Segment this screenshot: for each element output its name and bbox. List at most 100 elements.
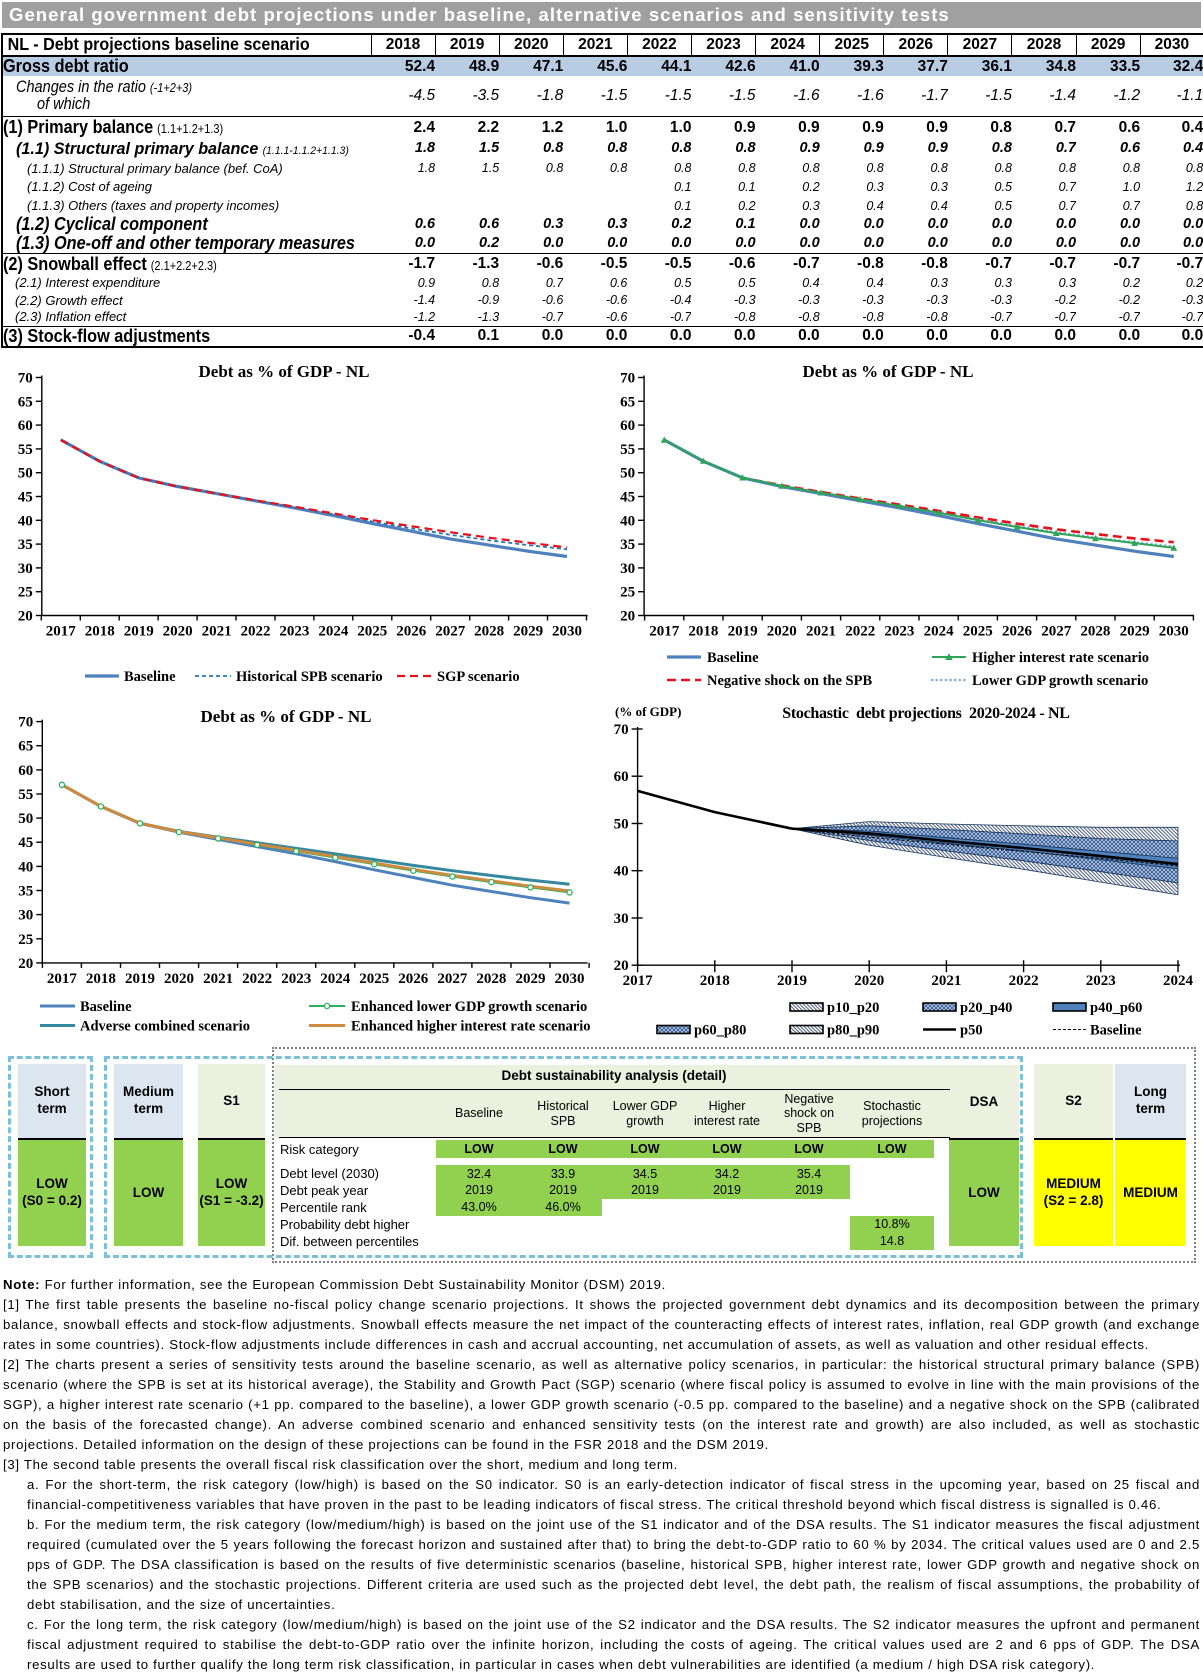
svg-text:2017: 2017 xyxy=(649,624,680,640)
svg-text:45: 45 xyxy=(18,490,33,506)
svg-text:2021: 2021 xyxy=(931,973,961,989)
svg-text:Higher interest rate scenario: Higher interest rate scenario xyxy=(972,650,1149,666)
svg-text:Baseline: Baseline xyxy=(124,669,176,685)
svg-text:2020: 2020 xyxy=(164,971,194,987)
svg-text:60: 60 xyxy=(18,418,33,434)
svg-text:p40_p60: p40_p60 xyxy=(1090,1000,1142,1016)
svg-text:p50: p50 xyxy=(960,1023,983,1039)
svg-text:2018: 2018 xyxy=(85,624,115,640)
svg-text:2019: 2019 xyxy=(124,624,154,640)
svg-text:2019: 2019 xyxy=(728,624,758,640)
svg-text:2026: 2026 xyxy=(396,624,427,640)
svg-text:30: 30 xyxy=(620,561,635,577)
svg-text:Negative shock on the SPB: Negative shock on the SPB xyxy=(707,673,872,689)
svg-text:25: 25 xyxy=(18,585,33,601)
svg-text:p10_p20: p10_p20 xyxy=(827,1000,879,1016)
svg-text:Enhanced higher interest rate: Enhanced higher interest rate scenario xyxy=(351,1019,591,1035)
svg-text:2028: 2028 xyxy=(1080,624,1110,640)
svg-text:50: 50 xyxy=(620,466,635,482)
svg-text:Baseline: Baseline xyxy=(1090,1023,1142,1039)
svg-text:2018: 2018 xyxy=(700,973,730,989)
svg-text:2017: 2017 xyxy=(46,624,77,640)
svg-text:2024: 2024 xyxy=(1163,973,1194,989)
svg-text:45: 45 xyxy=(620,490,635,506)
svg-text:40: 40 xyxy=(18,513,33,529)
svg-text:2019: 2019 xyxy=(125,971,155,987)
svg-text:40: 40 xyxy=(614,864,629,880)
svg-text:2018: 2018 xyxy=(688,624,718,640)
svg-text:Debt as % of GDP - NL: Debt as % of GDP - NL xyxy=(201,707,372,726)
svg-text:2022: 2022 xyxy=(241,624,271,640)
svg-text:2026: 2026 xyxy=(1002,624,1033,640)
svg-text:55: 55 xyxy=(18,787,33,803)
svg-text:55: 55 xyxy=(620,442,635,458)
svg-text:2029: 2029 xyxy=(516,971,546,987)
svg-text:65: 65 xyxy=(18,394,33,410)
svg-text:30: 30 xyxy=(614,911,629,927)
svg-text:45: 45 xyxy=(18,835,33,851)
svg-text:2030: 2030 xyxy=(1159,624,1189,640)
svg-text:20: 20 xyxy=(620,609,635,625)
svg-text:(% of GDP): (% of GDP) xyxy=(615,704,681,719)
svg-text:Enhanced lower GDP growth scen: Enhanced lower GDP growth scenario xyxy=(351,999,587,1015)
svg-text:20: 20 xyxy=(18,609,33,625)
svg-text:2018: 2018 xyxy=(86,971,116,987)
svg-text:50: 50 xyxy=(614,817,629,833)
svg-text:Baseline: Baseline xyxy=(707,650,759,666)
svg-text:2027: 2027 xyxy=(1041,624,1072,640)
svg-text:2029: 2029 xyxy=(1120,624,1150,640)
svg-text:2021: 2021 xyxy=(202,624,232,640)
svg-text:60: 60 xyxy=(18,763,33,779)
svg-text:30: 30 xyxy=(18,908,33,924)
svg-text:Baseline: Baseline xyxy=(80,999,132,1015)
svg-text:20: 20 xyxy=(18,956,33,972)
svg-text:25: 25 xyxy=(18,932,33,948)
svg-text:2020: 2020 xyxy=(767,624,797,640)
svg-text:40: 40 xyxy=(620,513,635,529)
svg-text:Adverse combined scenario: Adverse combined scenario xyxy=(80,1019,250,1035)
svg-text:2022: 2022 xyxy=(242,971,272,987)
svg-text:Debt as % of GDP - NL: Debt as % of GDP - NL xyxy=(199,362,370,381)
svg-text:20: 20 xyxy=(614,958,629,974)
svg-text:60: 60 xyxy=(614,769,629,785)
svg-text:2024: 2024 xyxy=(320,971,351,987)
svg-text:Lower GDP growth scenario: Lower GDP growth scenario xyxy=(972,673,1148,689)
svg-text:2021: 2021 xyxy=(203,971,233,987)
svg-text:2025: 2025 xyxy=(357,624,387,640)
svg-text:2019: 2019 xyxy=(777,973,807,989)
svg-text:2026: 2026 xyxy=(398,971,429,987)
svg-text:Debt as % of GDP - NL: Debt as % of GDP - NL xyxy=(803,362,974,381)
svg-text:2023: 2023 xyxy=(884,624,914,640)
svg-text:70: 70 xyxy=(18,371,33,387)
svg-text:70: 70 xyxy=(18,715,33,731)
svg-text:2017: 2017 xyxy=(623,973,654,989)
svg-text:2027: 2027 xyxy=(435,624,466,640)
svg-text:2023: 2023 xyxy=(1086,973,1116,989)
svg-text:2029: 2029 xyxy=(513,624,543,640)
svg-text:2028: 2028 xyxy=(474,624,504,640)
svg-text:2024: 2024 xyxy=(318,624,349,640)
svg-text:p80_p90: p80_p90 xyxy=(827,1023,879,1039)
svg-text:55: 55 xyxy=(18,442,33,458)
svg-text:35: 35 xyxy=(18,537,33,553)
svg-text:2028: 2028 xyxy=(476,971,506,987)
svg-text:2023: 2023 xyxy=(281,971,311,987)
svg-text:70: 70 xyxy=(620,371,635,387)
svg-text:Stochastic debt projections: Stochastic debt projections 2020-2024 - … xyxy=(782,705,1069,722)
svg-text:35: 35 xyxy=(18,884,33,900)
svg-text:2022: 2022 xyxy=(1009,973,1039,989)
svg-text:60: 60 xyxy=(620,418,635,434)
svg-text:2020: 2020 xyxy=(854,973,884,989)
svg-text:p60_p80: p60_p80 xyxy=(694,1023,746,1039)
svg-text:2025: 2025 xyxy=(359,971,389,987)
svg-text:2017: 2017 xyxy=(47,971,78,987)
svg-text:50: 50 xyxy=(18,466,33,482)
svg-text:35: 35 xyxy=(620,537,635,553)
svg-text:25: 25 xyxy=(620,585,635,601)
svg-text:2025: 2025 xyxy=(963,624,993,640)
svg-text:65: 65 xyxy=(620,394,635,410)
svg-text:2020: 2020 xyxy=(163,624,193,640)
svg-text:65: 65 xyxy=(18,739,33,755)
svg-text:50: 50 xyxy=(18,811,33,827)
svg-text:p20_p40: p20_p40 xyxy=(960,1000,1012,1016)
